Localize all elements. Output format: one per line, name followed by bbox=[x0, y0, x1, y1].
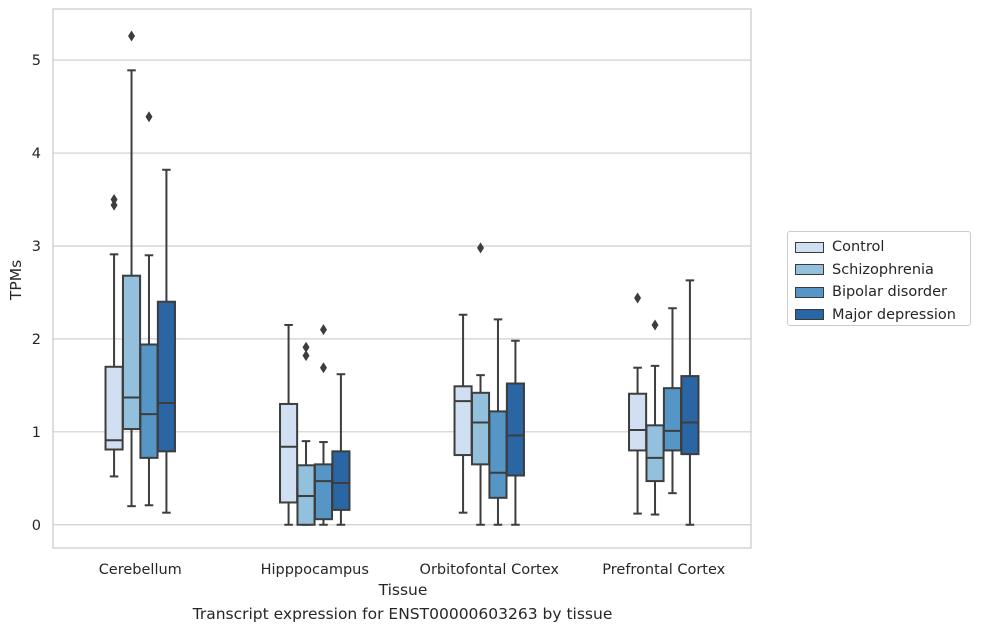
iqr-box bbox=[313, 463, 334, 521]
box-1-1 bbox=[296, 341, 316, 526]
y-tick-label: 0 bbox=[32, 518, 41, 534]
y-tick-label: 5 bbox=[32, 53, 41, 69]
legend-swatch bbox=[795, 309, 824, 321]
box-2-1 bbox=[470, 242, 491, 526]
box-3-3 bbox=[680, 279, 700, 526]
outlier-point bbox=[319, 324, 327, 336]
box-1-3 bbox=[331, 373, 351, 526]
legend-label: Bipolar disorder bbox=[832, 284, 947, 301]
outlier-point bbox=[302, 350, 310, 362]
outlier-point bbox=[651, 319, 659, 331]
outlier-point bbox=[319, 362, 327, 374]
iqr-box bbox=[331, 450, 351, 511]
x-axis-label: Tissue bbox=[378, 581, 428, 599]
outlier-point bbox=[302, 341, 310, 353]
box-3-1 bbox=[645, 319, 665, 516]
legend-item: Bipolar disorder bbox=[792, 281, 970, 304]
box-1-2 bbox=[313, 324, 334, 526]
iqr-box bbox=[156, 300, 176, 453]
box-1-0 bbox=[279, 323, 299, 526]
box-0-0 bbox=[104, 194, 124, 478]
legend-item: Major depression bbox=[792, 304, 970, 327]
box-3-2 bbox=[662, 307, 683, 495]
y-tick-label: 1 bbox=[32, 425, 41, 441]
iqr-box bbox=[662, 387, 683, 452]
legend-item: Control bbox=[792, 236, 970, 259]
iqr-box bbox=[645, 424, 665, 483]
outlier-point bbox=[128, 30, 136, 42]
y-axis-label: TPMs bbox=[7, 260, 25, 301]
legend-label: Control bbox=[832, 239, 885, 256]
plot-frame bbox=[52, 8, 752, 549]
outlier-point bbox=[110, 194, 118, 206]
x-tick-label: Cerebellum bbox=[99, 562, 182, 578]
outlier-point bbox=[110, 199, 118, 211]
box-0-2 bbox=[139, 111, 159, 507]
box-0-3 bbox=[156, 168, 176, 514]
outlier-point bbox=[477, 242, 485, 254]
iqr-box bbox=[680, 375, 700, 456]
legend-item: Schizophrenia bbox=[792, 259, 970, 282]
outlier-point bbox=[634, 292, 642, 304]
legend-label: Major depression bbox=[832, 306, 956, 323]
box-2-2 bbox=[488, 318, 508, 526]
boxes bbox=[104, 30, 700, 526]
legend-swatch bbox=[795, 241, 824, 253]
legend-swatch bbox=[795, 264, 824, 276]
box-2-0 bbox=[453, 313, 473, 514]
box-2-3 bbox=[505, 339, 525, 526]
iqr-box bbox=[470, 391, 491, 466]
legend-label: Schizophrenia bbox=[832, 261, 934, 278]
legend: Control Schizophrenia Bipolar disorder Majo… bbox=[787, 231, 971, 326]
x-tick-label: Prefrontal Cortex bbox=[602, 562, 725, 578]
iqr-box bbox=[628, 392, 648, 452]
y-tick-label: 2 bbox=[32, 332, 41, 348]
box-0-1 bbox=[121, 30, 142, 508]
chart-caption: Transcript expression for ENST0000060326… bbox=[192, 605, 613, 623]
outlier-point bbox=[145, 111, 153, 123]
tick-labels: 0 1 2 3 4 5 Cerebellum Hipppocampus Orbitofontal… bbox=[32, 53, 726, 578]
iqr-box bbox=[104, 365, 124, 451]
box-3-0 bbox=[628, 292, 648, 515]
iqr-box bbox=[505, 382, 525, 477]
iqr-box bbox=[453, 385, 473, 457]
x-tick-label: Orbitofontal Cortex bbox=[420, 562, 560, 578]
iqr-box bbox=[139, 343, 159, 459]
y-tick-label: 3 bbox=[32, 239, 41, 255]
x-tick-label: Hipppocampus bbox=[261, 562, 369, 578]
iqr-box bbox=[279, 402, 299, 504]
iqr-box bbox=[121, 274, 142, 431]
y-tick-label: 4 bbox=[32, 146, 41, 162]
iqr-box bbox=[488, 410, 508, 499]
legend-swatch bbox=[795, 286, 824, 298]
